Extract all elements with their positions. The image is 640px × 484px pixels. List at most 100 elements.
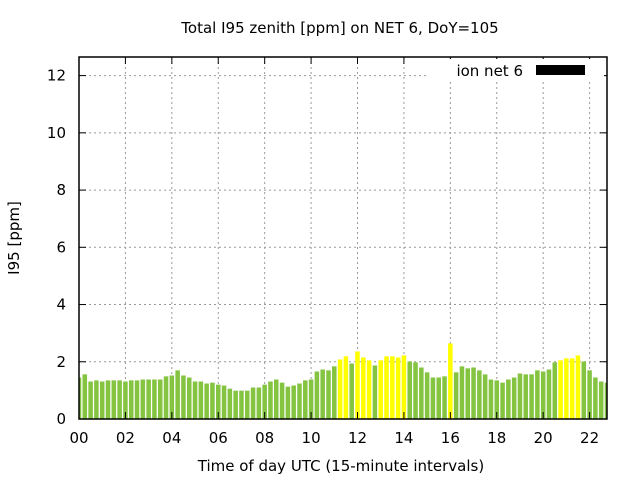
bar <box>221 385 227 419</box>
bar <box>361 357 366 419</box>
bar <box>303 380 308 419</box>
bar <box>506 379 511 419</box>
bar <box>314 371 320 419</box>
bar <box>546 369 552 419</box>
bar <box>186 377 192 419</box>
bar <box>453 372 459 419</box>
y-tick-label: 4 <box>56 296 66 314</box>
bar <box>523 374 529 419</box>
bar <box>169 375 175 419</box>
bar <box>482 374 488 419</box>
chart-title: Total I95 zenith [ppm] on NET 6, DoY=105 <box>180 19 498 37</box>
bar <box>79 377 82 419</box>
bar <box>268 381 273 419</box>
bar <box>320 369 325 419</box>
bar <box>436 377 441 419</box>
bar <box>430 377 436 419</box>
bar <box>94 380 99 419</box>
bar <box>262 384 267 419</box>
bar <box>378 360 383 419</box>
x-tick-label: 06 <box>209 429 228 447</box>
bar <box>442 376 447 419</box>
bar <box>128 380 134 419</box>
y-tick-label: 2 <box>56 353 66 371</box>
bar <box>598 381 604 419</box>
bar <box>395 357 401 419</box>
bar <box>390 356 395 419</box>
bar <box>343 356 349 419</box>
bar <box>111 380 117 419</box>
bar <box>604 382 607 419</box>
y-tick-label: 12 <box>47 67 66 85</box>
bars <box>79 343 607 419</box>
bar <box>569 358 575 419</box>
bar <box>593 377 598 419</box>
bar <box>332 366 337 419</box>
bar <box>564 358 569 419</box>
bar <box>227 388 233 419</box>
bar <box>117 380 122 419</box>
x-axis-label: Time of day UTC (15-minute intervals) <box>197 457 484 475</box>
bar <box>123 381 128 419</box>
bar <box>134 380 140 419</box>
y-tick-label: 6 <box>56 238 66 256</box>
bar <box>274 379 279 419</box>
grid-lines <box>79 57 607 419</box>
bar <box>535 370 540 419</box>
bar <box>401 355 407 419</box>
x-tick-label: 14 <box>394 429 413 447</box>
bar <box>477 370 482 419</box>
y-axis-label: I95 [ppm] <box>5 201 23 275</box>
x-tick-label: 02 <box>116 429 135 447</box>
x-tick-label: 16 <box>441 429 460 447</box>
bar <box>204 383 209 419</box>
bar <box>99 381 105 419</box>
bar <box>552 362 558 419</box>
bar <box>558 360 563 419</box>
bar <box>384 356 389 419</box>
bar <box>163 376 169 419</box>
bar <box>465 368 471 419</box>
bar <box>471 367 476 419</box>
bar <box>239 390 244 419</box>
bar <box>575 355 581 419</box>
bar <box>349 363 354 419</box>
legend-swatch <box>536 65 585 75</box>
y-tick-label: 10 <box>47 124 66 142</box>
plot-frame <box>78 56 608 420</box>
bar <box>448 343 453 419</box>
legend: ion net 6 <box>428 59 604 81</box>
bar <box>82 374 88 419</box>
y-tick-label: 0 <box>56 410 66 428</box>
bar <box>215 384 221 419</box>
bar <box>291 385 296 419</box>
bar <box>175 370 180 419</box>
bar <box>105 380 111 419</box>
bar <box>366 360 372 419</box>
x-tick-label: 00 <box>69 429 88 447</box>
bar <box>581 361 587 419</box>
bar <box>250 387 256 419</box>
bar <box>587 370 592 419</box>
bar <box>488 379 494 419</box>
bar <box>424 372 430 419</box>
bar <box>517 373 523 419</box>
x-tick-label: 12 <box>348 429 367 447</box>
bar <box>511 377 517 419</box>
bar <box>256 387 262 419</box>
bar <box>245 390 250 419</box>
bar <box>407 361 412 419</box>
bar <box>152 379 157 419</box>
x-tick-label: 20 <box>534 429 553 447</box>
bar <box>157 379 163 419</box>
bar <box>500 382 505 419</box>
y-tick-label: 8 <box>56 181 66 199</box>
bar <box>308 379 314 419</box>
bar <box>210 382 215 419</box>
bar <box>413 362 418 419</box>
bar <box>88 381 93 419</box>
x-tick-label: 08 <box>255 429 274 447</box>
bar <box>529 374 534 419</box>
